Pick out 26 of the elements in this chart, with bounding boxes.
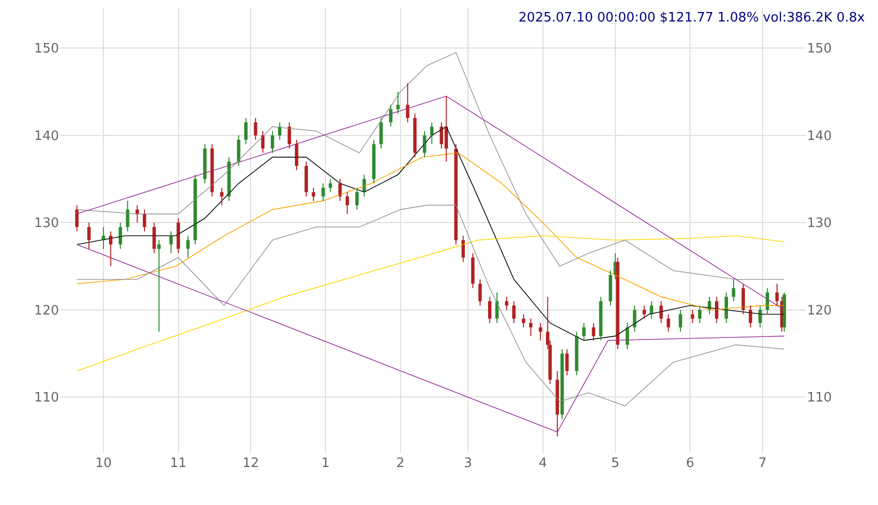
x-tick-label: 2 xyxy=(396,456,405,471)
x-tick-label: 4 xyxy=(538,456,547,471)
y-tick-label: 140 xyxy=(34,128,59,144)
line-series xyxy=(76,204,785,406)
x-tick-label: 3 xyxy=(464,456,472,471)
line-series xyxy=(76,244,785,432)
line-series xyxy=(76,235,785,372)
x-tick-label: 1 xyxy=(321,456,330,471)
y2-tick-label: 120 xyxy=(807,303,832,318)
y-tick-label: 150 xyxy=(34,42,59,57)
line-series xyxy=(76,52,785,280)
x-tick-label: 12 xyxy=(242,456,259,471)
x-tick-label: 10 xyxy=(95,456,112,471)
x-tick-label: 7 xyxy=(758,456,767,471)
line-series xyxy=(76,126,785,341)
y-tick-label: 120 xyxy=(34,303,59,318)
chart-title: 2025.07.10 00:00:00 $121.77 1.08% vol:386.2K 0.8x xyxy=(518,10,866,26)
y2-tick-label: 110 xyxy=(807,390,832,406)
y-tick-label: 110 xyxy=(34,390,59,406)
y-tick-label: 130 xyxy=(34,216,59,232)
x-tick-label: 6 xyxy=(686,456,694,471)
y2-tick-label: 150 xyxy=(807,42,832,57)
x-tick-label: 5 xyxy=(611,456,620,471)
x-tick-label: 11 xyxy=(170,456,187,471)
y2-tick-label: 140 xyxy=(807,128,832,144)
y2-tick-label: 130 xyxy=(807,216,832,232)
